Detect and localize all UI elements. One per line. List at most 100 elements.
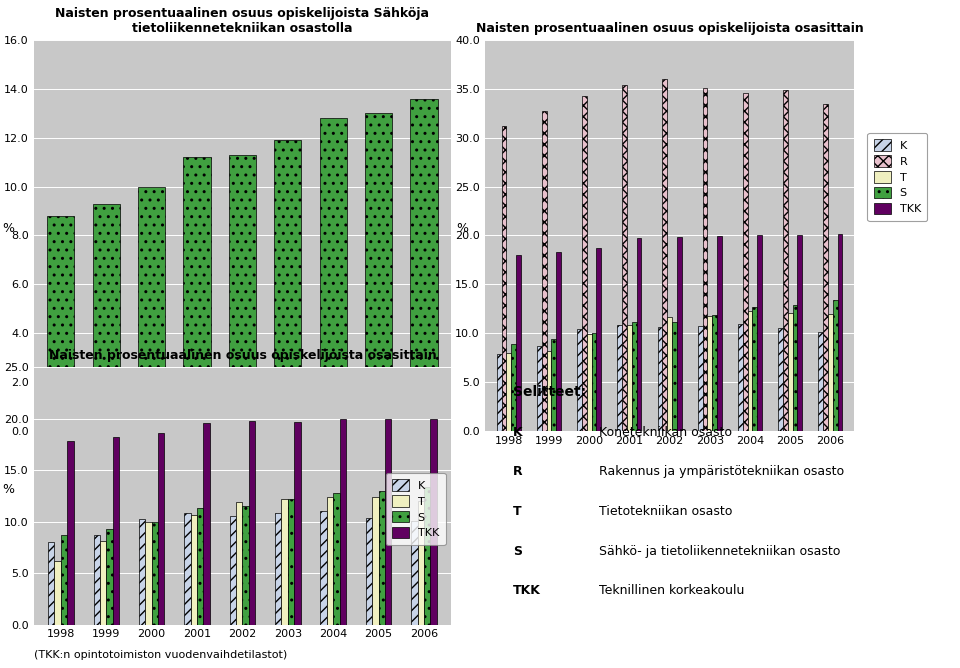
Bar [662,79,667,431]
Bar [497,353,502,431]
Text: T: T [513,505,521,518]
Bar [48,542,55,625]
Bar [236,502,242,625]
Bar [546,351,551,431]
Bar [67,442,74,625]
Bar [587,334,591,431]
Bar [712,315,717,431]
Bar [818,332,823,431]
Bar [365,114,393,431]
Text: TKK: TKK [513,584,540,597]
Bar [622,85,627,431]
Bar [708,315,712,431]
Bar [627,325,632,431]
Bar [512,344,516,431]
Bar [410,99,438,431]
Bar [667,317,672,431]
Bar [591,333,596,431]
Bar [632,323,636,431]
Bar [372,497,378,625]
Bar [288,499,294,625]
Bar [139,518,145,625]
Y-axis label: %: % [3,222,14,236]
Text: Sähkö- ja tietoliikennetekniikan osasto: Sähkö- ja tietoliikennetekniikan osasto [599,544,840,558]
Bar [333,493,340,625]
Bar [753,307,757,431]
Bar [366,518,372,625]
Bar [778,328,783,431]
Text: Rakennus ja ympäristötekniikan osasto: Rakennus ja ympäristötekniikan osasto [599,465,844,478]
Bar [55,561,60,625]
Bar [92,204,120,431]
Bar [717,236,722,431]
Bar [107,529,112,625]
Bar [757,236,762,431]
Bar [228,155,256,431]
Bar [47,216,75,431]
Bar [60,535,67,625]
Bar [677,237,682,431]
Bar [112,438,119,625]
Bar [793,305,798,431]
Title: Naisten prosentuaalinen osuus opiskelijoista osasittain: Naisten prosentuaalinen osuus opiskelijo… [476,22,863,35]
Bar [828,313,832,431]
Bar [249,421,255,625]
Bar [577,329,582,431]
Bar [582,96,587,431]
Bar [516,255,521,431]
Bar [798,236,803,431]
Text: R: R [513,465,522,478]
Bar [229,516,236,625]
Bar [204,423,209,625]
Bar [321,512,326,625]
Bar [617,325,622,431]
Text: Tietotekniikan osasto: Tietotekniikan osasto [599,505,732,518]
Bar [788,313,793,431]
Bar [340,419,346,625]
Bar [276,514,281,625]
Bar [556,252,562,431]
Bar [703,88,708,431]
Bar [320,118,347,431]
Title: Naisten prosentuaalinen osuus opiskelijoista Sähköja
tietoliikennetekniikan osas: Naisten prosentuaalinen osuus opiskelijo… [56,7,429,35]
Bar [636,238,641,431]
Bar [191,514,197,625]
Bar [424,487,430,625]
Bar [242,506,249,625]
Legend: K, T, S, TKK: K, T, S, TKK [386,473,445,545]
Y-axis label: %: % [457,222,468,236]
Bar [738,325,743,431]
Bar [823,104,828,431]
Title: Naisten prosentuaalinen osuus opiskelijoista osasittain: Naisten prosentuaalinen osuus opiskelijo… [49,349,436,362]
Bar [326,497,333,625]
Bar [158,434,164,625]
Bar [145,522,152,625]
Legend: K, R, T, S, TKK: K, R, T, S, TKK [867,133,927,221]
Bar [551,339,556,431]
Bar [138,186,165,431]
Bar [837,234,842,431]
Bar [658,327,662,431]
Bar [411,520,418,625]
Bar [197,508,204,625]
Bar [281,499,288,625]
Bar [184,514,191,625]
Bar [698,327,703,431]
Y-axis label: %: % [3,483,14,496]
Bar [783,90,788,431]
Text: K: K [513,426,522,438]
Bar [502,126,507,431]
Bar [672,323,677,431]
Text: Teknillinen korkeakoulu: Teknillinen korkeakoulu [599,584,744,597]
Bar [832,300,837,431]
Bar [541,112,546,431]
Bar [596,248,601,431]
Text: S: S [513,544,521,558]
Bar [430,419,437,625]
Bar [537,346,541,431]
Bar [418,501,424,625]
Bar [385,419,392,625]
Bar [748,311,753,431]
Bar [507,353,512,431]
Bar [378,491,385,625]
